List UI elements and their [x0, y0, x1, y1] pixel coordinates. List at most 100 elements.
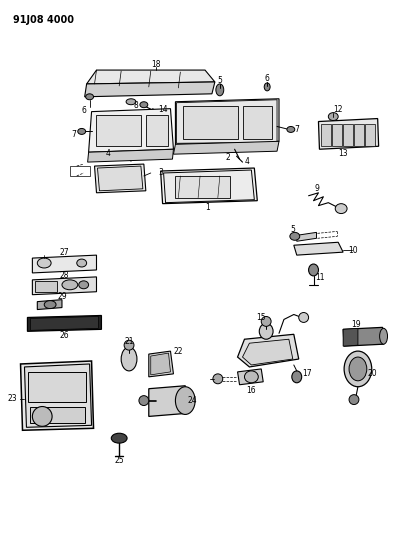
Text: 6: 6 — [81, 106, 86, 115]
Ellipse shape — [77, 259, 87, 267]
Polygon shape — [24, 364, 91, 427]
Bar — [332, 124, 342, 146]
Bar — [321, 124, 331, 146]
Ellipse shape — [349, 357, 367, 381]
Polygon shape — [94, 164, 146, 193]
Bar — [243, 106, 272, 139]
Polygon shape — [21, 361, 94, 430]
Text: 7: 7 — [294, 125, 299, 134]
Polygon shape — [89, 109, 173, 152]
Text: 29: 29 — [57, 292, 67, 301]
Polygon shape — [238, 334, 299, 367]
Polygon shape — [33, 255, 96, 273]
Text: 12: 12 — [333, 105, 343, 114]
Text: 26: 26 — [59, 331, 69, 340]
Ellipse shape — [33, 407, 52, 426]
Ellipse shape — [328, 112, 338, 120]
Ellipse shape — [78, 128, 86, 134]
Ellipse shape — [111, 433, 127, 443]
Text: 14: 14 — [158, 105, 167, 114]
Ellipse shape — [44, 301, 56, 309]
Polygon shape — [37, 300, 62, 310]
Polygon shape — [87, 70, 215, 84]
Ellipse shape — [213, 374, 223, 384]
Polygon shape — [88, 149, 173, 162]
Ellipse shape — [244, 371, 258, 383]
Ellipse shape — [216, 84, 224, 96]
Polygon shape — [294, 243, 343, 255]
Bar — [176, 176, 229, 198]
Ellipse shape — [121, 347, 137, 371]
Text: 11: 11 — [316, 273, 325, 282]
Text: 23: 23 — [8, 394, 17, 403]
Bar — [30, 407, 84, 423]
Ellipse shape — [349, 394, 359, 405]
Text: 5: 5 — [290, 225, 295, 234]
Bar — [343, 124, 353, 146]
Text: 24: 24 — [187, 396, 197, 405]
Ellipse shape — [309, 264, 318, 276]
Text: 9: 9 — [314, 184, 319, 193]
Ellipse shape — [259, 324, 273, 339]
Polygon shape — [243, 339, 293, 365]
Bar — [146, 115, 168, 146]
Polygon shape — [176, 99, 279, 144]
Polygon shape — [151, 353, 171, 375]
Ellipse shape — [86, 94, 94, 100]
Polygon shape — [161, 168, 258, 204]
Text: 4: 4 — [245, 157, 250, 166]
Ellipse shape — [344, 351, 372, 387]
Polygon shape — [98, 166, 143, 191]
Text: 4: 4 — [106, 149, 111, 158]
Polygon shape — [343, 328, 358, 346]
Text: 3: 3 — [158, 168, 163, 177]
Text: 22: 22 — [173, 346, 183, 356]
Bar — [35, 281, 57, 292]
Ellipse shape — [140, 102, 148, 108]
Bar — [354, 124, 364, 146]
Text: 7: 7 — [71, 130, 76, 139]
Ellipse shape — [290, 232, 300, 240]
Ellipse shape — [287, 126, 295, 132]
Ellipse shape — [124, 340, 134, 350]
Text: 1: 1 — [206, 203, 211, 212]
Ellipse shape — [299, 312, 309, 322]
Polygon shape — [176, 100, 277, 143]
Ellipse shape — [176, 387, 195, 415]
Ellipse shape — [292, 371, 302, 383]
Ellipse shape — [139, 395, 149, 406]
Text: 25: 25 — [115, 456, 124, 465]
Ellipse shape — [264, 83, 270, 91]
Ellipse shape — [62, 280, 78, 290]
Polygon shape — [297, 232, 316, 241]
Polygon shape — [28, 316, 101, 332]
Text: 5: 5 — [218, 76, 222, 85]
Bar — [183, 106, 238, 139]
Polygon shape — [164, 170, 254, 203]
Text: 28: 28 — [59, 271, 69, 280]
Text: 13: 13 — [338, 149, 348, 158]
Bar — [365, 124, 375, 146]
Polygon shape — [238, 369, 263, 385]
Bar — [28, 372, 86, 401]
Polygon shape — [343, 327, 384, 346]
Text: 91J08 4000: 91J08 4000 — [13, 14, 74, 25]
Text: 8: 8 — [133, 101, 138, 110]
Text: 27: 27 — [59, 248, 69, 257]
Polygon shape — [149, 351, 173, 377]
Polygon shape — [173, 141, 279, 154]
Ellipse shape — [37, 258, 51, 268]
Text: 6: 6 — [265, 75, 269, 84]
Text: 16: 16 — [246, 386, 256, 395]
Text: 15: 15 — [256, 313, 266, 322]
Polygon shape — [318, 118, 379, 149]
Ellipse shape — [261, 317, 271, 326]
Text: 10: 10 — [348, 246, 358, 255]
Text: 17: 17 — [302, 369, 311, 378]
Polygon shape — [30, 317, 98, 330]
Ellipse shape — [335, 204, 347, 214]
Ellipse shape — [379, 328, 388, 344]
Polygon shape — [149, 386, 185, 416]
Bar — [96, 115, 141, 146]
Text: 19: 19 — [351, 320, 361, 329]
